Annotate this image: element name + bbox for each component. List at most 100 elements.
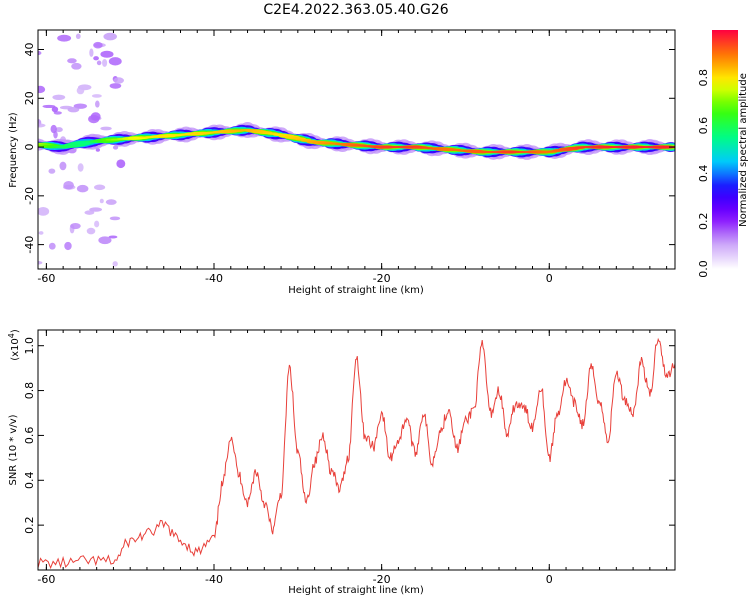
noise-blob xyxy=(57,34,72,42)
snr-y-label: SNR (10 * v/v) xyxy=(8,414,19,485)
spectrogram-noise-blobs xyxy=(38,32,126,267)
snr-panel: -60 -40 -20 0 0.2 0.4 0.6 0.8 1.0 Height of str… xyxy=(7,329,676,596)
snr-series-line xyxy=(38,337,675,570)
noise-blob xyxy=(86,227,96,235)
noise-blob xyxy=(76,184,89,193)
spectrogram-frame xyxy=(37,29,676,270)
noise-blob xyxy=(59,105,73,110)
colorbar-label: Normalized spectral amplitude xyxy=(738,73,749,227)
noise-blob xyxy=(94,220,100,228)
snr-scale-exponent: 4 xyxy=(7,333,16,338)
colorbar-tick-label: 0.4 xyxy=(697,165,710,183)
noise-blob xyxy=(105,199,117,205)
noise-blob xyxy=(113,77,124,84)
noise-blob xyxy=(42,104,56,109)
noise-blob xyxy=(38,260,43,265)
noise-blob xyxy=(48,168,56,174)
noise-blob xyxy=(93,184,106,191)
snr-scale-suffix: ) xyxy=(10,329,21,333)
colorbar-ticks: 0.0 0.2 0.4 0.6 0.8 xyxy=(697,69,710,278)
noise-blob xyxy=(59,161,67,171)
snr-x-ticks: -60 -40 -20 0 xyxy=(37,330,668,586)
x-tick-label: -40 xyxy=(205,573,223,586)
figure-title: C2E4.2022.363.05.40.G26 xyxy=(263,2,448,18)
spectrogram-x-ticks: -60 -40 -20 0 xyxy=(37,30,668,285)
noise-blob xyxy=(103,32,117,41)
noise-blob xyxy=(38,50,42,56)
noise-blob xyxy=(108,235,118,239)
noise-blob xyxy=(116,159,126,169)
snr-scale-label: (x104) xyxy=(7,329,22,361)
colorbar-tick-label: 0.8 xyxy=(697,69,710,87)
noise-blob xyxy=(95,148,101,152)
colorbar-tick-label: 0.6 xyxy=(697,117,710,135)
noise-blob xyxy=(84,210,95,215)
spectrogram-x-label: Height of straight line (km) xyxy=(288,285,424,296)
noise-blob xyxy=(76,86,85,95)
noise-blob xyxy=(109,83,122,89)
x-tick-label: 0 xyxy=(546,272,553,285)
x-tick-label: -60 xyxy=(37,573,55,586)
y-tick-label: 0.6 xyxy=(23,427,36,445)
noise-blob xyxy=(89,207,103,212)
noise-blob xyxy=(109,216,121,221)
x-tick-label: 0 xyxy=(546,573,553,586)
noise-blob xyxy=(67,58,77,64)
noise-blob xyxy=(71,62,82,70)
noise-blob xyxy=(102,58,108,67)
snr-y-ticks: 0.2 0.4 0.6 0.8 1.0 xyxy=(23,337,675,534)
noise-blob xyxy=(50,124,57,134)
spectrogram-ridge xyxy=(38,121,675,160)
spectrogram-y-label: Frequency (Hz) xyxy=(8,112,19,188)
ridge-cell xyxy=(662,145,675,149)
colorbar: 0.0 0.2 0.4 0.6 0.8 Normalized spectral ampl… xyxy=(697,30,749,278)
y-tick-label: 0.4 xyxy=(23,472,36,490)
x-tick-label: -20 xyxy=(373,573,391,586)
spectrogram-y-ticks: -40 -20 0 20 40 xyxy=(23,43,675,254)
y-tick-label: 0.8 xyxy=(23,382,36,400)
x-tick-label: -20 xyxy=(373,272,391,285)
noise-blob xyxy=(63,180,74,190)
noise-blob xyxy=(73,103,88,109)
noise-blob xyxy=(95,100,100,108)
snr-scale-prefix: (x10 xyxy=(10,338,21,361)
y-tick-label: 40 xyxy=(23,43,36,57)
noise-blob xyxy=(38,85,46,94)
noise-blob xyxy=(75,33,81,40)
colorbar-gradient xyxy=(712,30,738,269)
noise-blob xyxy=(52,94,66,101)
noise-blob xyxy=(77,163,84,172)
noise-blob xyxy=(96,60,102,66)
colorbar-tick-label: 0.0 xyxy=(697,260,710,278)
noise-blob xyxy=(38,231,44,235)
noise-blob xyxy=(38,206,50,216)
noise-blob xyxy=(100,50,114,58)
noise-blob xyxy=(38,123,46,128)
x-tick-label: -40 xyxy=(205,272,223,285)
snr-x-label: Height of straight line (km) xyxy=(288,585,424,596)
y-tick-label: 0.2 xyxy=(23,516,36,534)
noise-blob xyxy=(112,145,119,150)
spectrogram-panel: -60 -40 -20 0 -40 -20 0 20 40 Height of straigh… xyxy=(8,29,676,296)
y-tick-label: 1.0 xyxy=(23,337,36,355)
noise-blob xyxy=(64,241,72,251)
x-tick-label: -60 xyxy=(37,272,55,285)
noise-blob xyxy=(93,56,99,61)
noise-blob xyxy=(98,236,112,245)
noise-blob xyxy=(112,261,118,267)
noise-blob xyxy=(51,106,59,113)
noise-blob xyxy=(93,41,103,49)
snr-plot-area xyxy=(38,330,675,570)
noise-blob xyxy=(108,57,122,66)
snr-frame xyxy=(37,329,676,571)
y-tick-label: -20 xyxy=(23,187,36,205)
colorbar-tick-label: 0.2 xyxy=(697,212,710,230)
noise-blob xyxy=(89,48,94,57)
y-tick-label: -40 xyxy=(23,236,36,254)
noise-blob xyxy=(99,198,104,204)
noise-blob xyxy=(55,127,63,133)
y-tick-label: 0 xyxy=(23,144,36,151)
noise-blob xyxy=(48,242,56,250)
noise-blob xyxy=(70,222,81,230)
